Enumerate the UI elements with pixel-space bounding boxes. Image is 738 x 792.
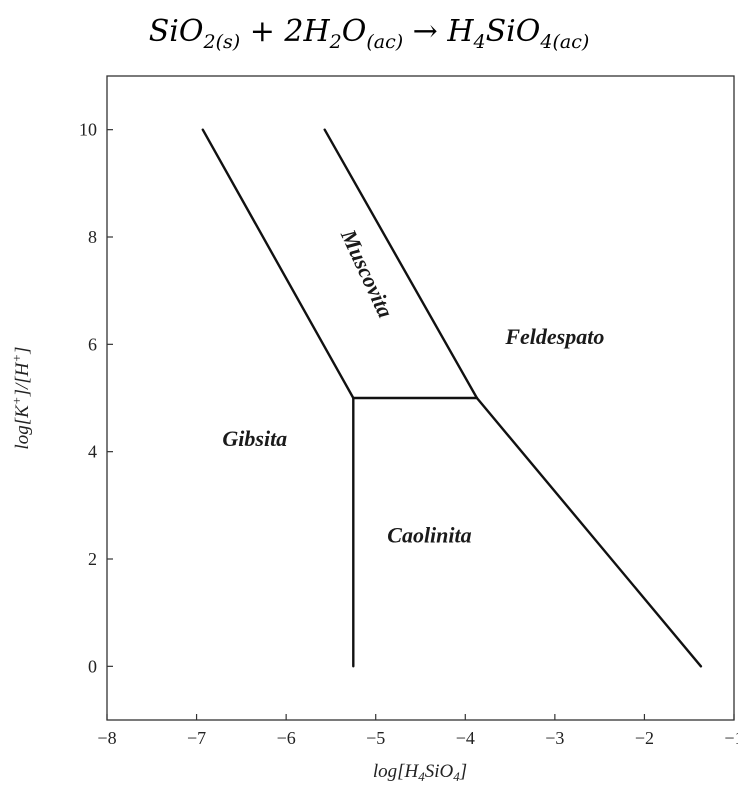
x-tick-label: −8 xyxy=(97,728,116,748)
region-label-gibsita: Gibsita xyxy=(222,426,287,451)
boundary-kaolinite-feldspar xyxy=(475,396,703,668)
x-tick-label: −7 xyxy=(187,728,206,748)
region-label-caolinita: Caolinita xyxy=(387,523,471,548)
region-label-feldespato: Feldespato xyxy=(504,324,604,349)
y-tick-label: 0 xyxy=(88,656,97,676)
phase-boundaries xyxy=(201,128,703,668)
y-tick-label: 4 xyxy=(88,442,97,462)
y-title-part: ] xyxy=(12,346,33,354)
eq-sub4: 4 xyxy=(473,31,486,53)
eq-part5: SiO xyxy=(485,14,541,49)
plot-frame xyxy=(106,75,735,721)
x-tick-label: −5 xyxy=(366,728,385,748)
y-tick-label: 8 xyxy=(88,227,97,247)
eq-part3: O xyxy=(341,14,367,49)
x-tick-label: −3 xyxy=(545,728,564,748)
boundary-muscovite-feldspar xyxy=(323,128,479,400)
x-tick-label: −1 xyxy=(724,728,738,748)
x-title-part: SiO xyxy=(425,761,454,782)
y-title-sup: + xyxy=(9,396,24,405)
x-title-part: ] xyxy=(459,761,467,782)
y-axis-title: log[K+]/[H+] xyxy=(9,346,33,449)
region-label-muscovita: Muscovita xyxy=(336,225,399,322)
eq-sub3: (ac) xyxy=(366,31,404,53)
eq-part1: SiO xyxy=(148,14,204,49)
x-tick-label: −4 xyxy=(456,728,475,748)
y-title-sup: + xyxy=(9,354,24,363)
eq-sub1: 2(s) xyxy=(203,31,241,53)
x-title-sub: 4 xyxy=(453,769,460,784)
reaction-equation: SiO2(s) + 2H2O(ac) → H4SiO4(ac) xyxy=(0,14,738,53)
region-labels: Muscovita Feldespato Gibsita Caolinita xyxy=(222,225,604,548)
x-title-sub: 4 xyxy=(418,769,425,784)
y-title-part: ]/[H xyxy=(12,361,33,397)
x-axis-title: log[H4SiO4] xyxy=(373,761,467,784)
axis-ticks: −8 −7 −6 −5 −4 −3 −2 −1 0 2 4 6 8 10 xyxy=(79,120,738,748)
eq-sub5: 4(ac) xyxy=(540,31,590,53)
y-tick-label: 10 xyxy=(79,120,97,140)
y-tick-label: 6 xyxy=(88,334,97,354)
y-tick-label: 2 xyxy=(88,549,97,569)
eq-part2: + 2H xyxy=(240,14,330,49)
boundary-gibbsite-muscovite xyxy=(201,128,355,400)
x-tick-label: −2 xyxy=(635,728,654,748)
eq-sub2: 2 xyxy=(329,31,342,53)
x-tick-label: −6 xyxy=(277,728,296,748)
eq-part4: → H xyxy=(403,14,474,49)
